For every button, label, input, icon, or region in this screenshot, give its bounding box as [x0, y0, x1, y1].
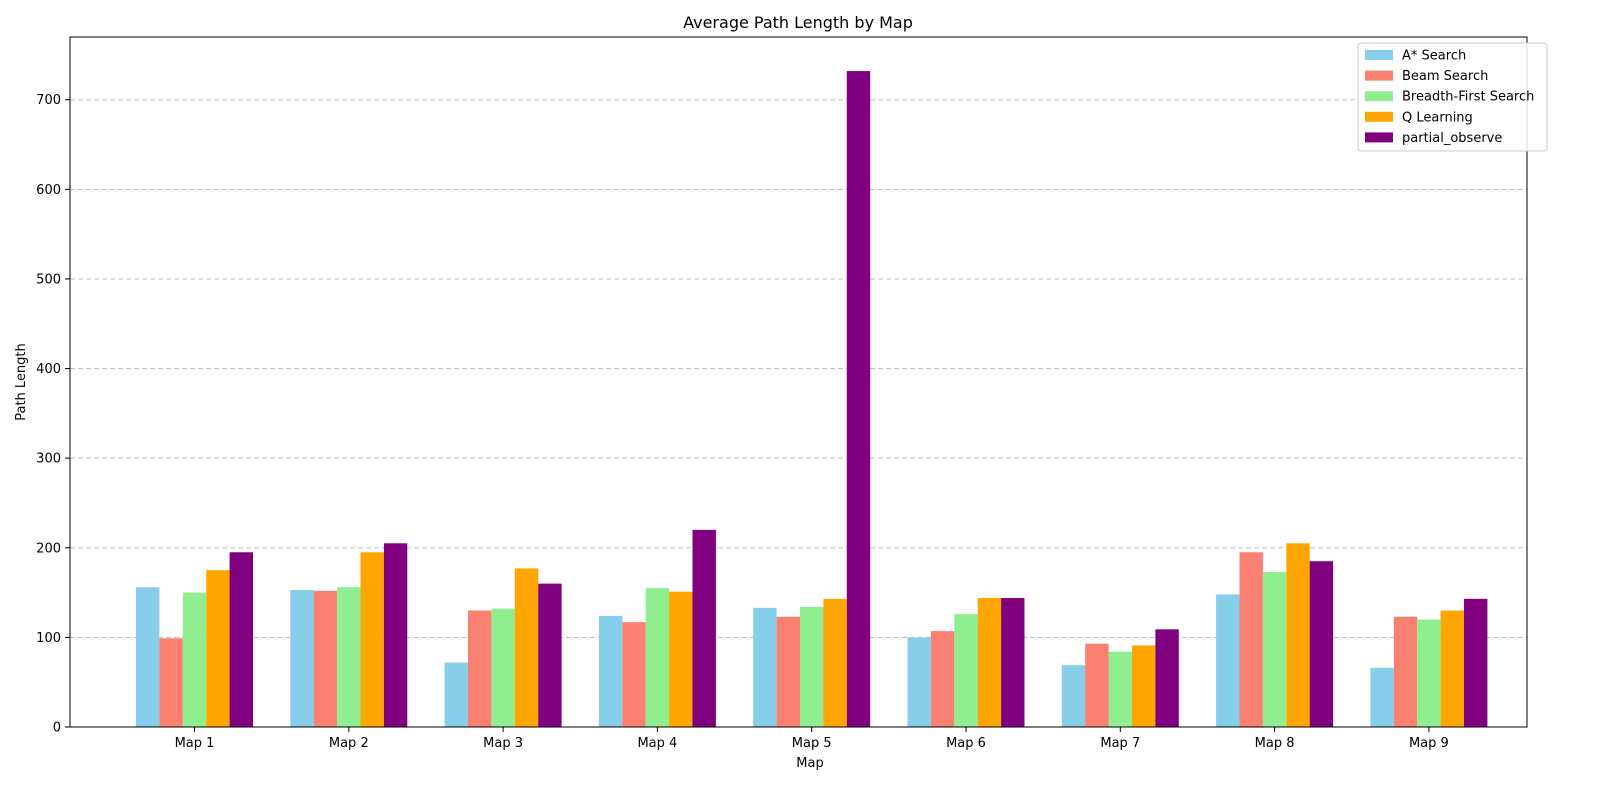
bar [1108, 651, 1132, 727]
bar [1001, 597, 1025, 727]
bar [930, 631, 955, 727]
bar [1464, 598, 1488, 727]
legend-box [1357, 42, 1548, 152]
x-tick-label: Map 2 [329, 736, 369, 751]
x-tick-label: Map 1 [175, 736, 215, 751]
bar [977, 597, 1002, 727]
bar [1417, 619, 1441, 727]
bar [514, 568, 539, 727]
bar [182, 592, 207, 727]
bar [1309, 561, 1334, 727]
bar [1239, 552, 1263, 727]
bar [954, 614, 978, 727]
chart-title: Average Path Length by Map [683, 13, 913, 32]
x-tick-label: Map 5 [792, 736, 832, 751]
bar [753, 607, 777, 727]
y-axis-label: Path Length [14, 343, 29, 421]
legend-label: partial_observe [1402, 131, 1502, 146]
bar [1132, 645, 1156, 727]
bar [800, 606, 824, 727]
x-tick-label: Map 7 [1100, 736, 1140, 751]
bar [1370, 667, 1394, 727]
bar [1216, 594, 1240, 727]
legend-swatch [1365, 91, 1393, 102]
bar [136, 587, 160, 727]
bars-layer [136, 71, 1488, 728]
y-tick-label: 600 [36, 183, 61, 198]
bar [1155, 629, 1179, 727]
bar [645, 588, 670, 727]
bar [823, 598, 847, 727]
bar [360, 552, 384, 727]
y-tick-label: 300 [36, 452, 61, 467]
legend-swatch [1365, 50, 1393, 60]
bar [1262, 571, 1287, 727]
x-axis: Map 1 Map 2 Map 3 Map 4 Map 5 Map 6 Map 7 Map 8… [175, 727, 1449, 751]
legend-swatch [1365, 132, 1393, 143]
bar [383, 543, 408, 727]
legend-label: Q Learning [1402, 110, 1473, 125]
bar [598, 615, 623, 727]
y-tick-label: 700 [36, 93, 61, 108]
y-tick-label: 0 [53, 721, 61, 736]
x-axis-label: Map [796, 756, 823, 771]
legend-label: Breadth-First Search [1402, 90, 1534, 105]
bar [444, 662, 468, 727]
x-tick-label: Map 8 [1255, 736, 1295, 751]
y-tick-label: 400 [36, 362, 61, 377]
legend-label: Beam Search [1402, 69, 1488, 84]
y-axis: 0 100 200 300 400 500 600 700 [36, 93, 70, 736]
bar [1085, 643, 1109, 727]
bar [290, 589, 314, 727]
bar [538, 583, 562, 727]
bar [776, 616, 800, 727]
bar [491, 608, 515, 727]
bar [1440, 610, 1464, 727]
bar [159, 638, 183, 727]
y-tick-label: 100 [36, 631, 61, 646]
legend-swatch [1365, 70, 1393, 81]
x-tick-label: Map 4 [637, 736, 677, 751]
bar [1393, 616, 1418, 727]
bar [229, 552, 253, 727]
bar [313, 590, 338, 727]
bar [846, 71, 871, 728]
plot-frame [69, 36, 1528, 728]
bar [692, 529, 716, 727]
bar [1286, 543, 1310, 727]
bar [622, 622, 646, 727]
bar [468, 610, 492, 727]
x-tick-label: Map 6 [946, 736, 986, 751]
legend: A* Search Beam Search Breadth-First Search… [1357, 42, 1548, 152]
bar [206, 570, 230, 727]
bar [337, 587, 361, 727]
bar [1061, 665, 1086, 727]
bar [907, 637, 931, 727]
legend-swatch [1365, 111, 1393, 122]
x-tick-label: Map 9 [1409, 736, 1449, 751]
legend-label: A* Search [1402, 49, 1466, 64]
bar [669, 591, 693, 727]
y-tick-label: 500 [36, 272, 61, 287]
x-tick-label: Map 3 [483, 736, 523, 751]
y-tick-label: 200 [36, 541, 61, 556]
